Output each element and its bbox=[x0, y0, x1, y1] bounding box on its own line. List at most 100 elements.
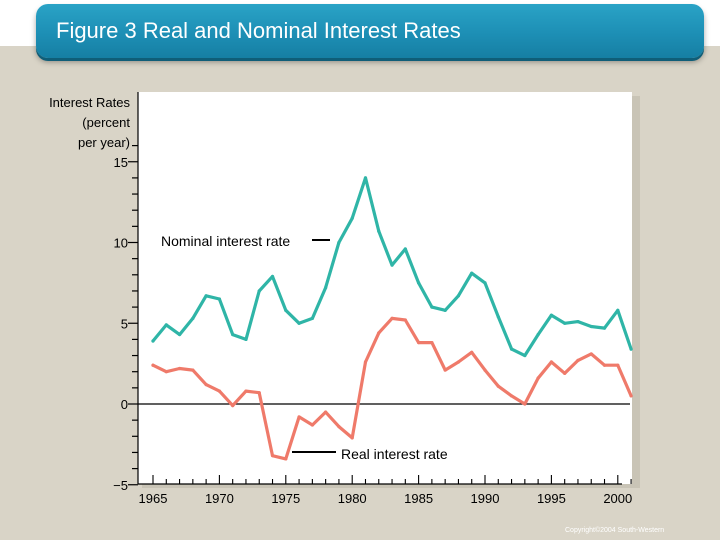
series-lines bbox=[151, 176, 633, 461]
real-rate-point bbox=[270, 454, 275, 458]
axes bbox=[128, 92, 632, 486]
nominal-rate-point bbox=[536, 332, 540, 337]
nominal-rate-point bbox=[616, 308, 620, 312]
nominal-rate-point bbox=[549, 313, 554, 317]
nominal-rate-point bbox=[337, 240, 341, 245]
nominal-rate-point bbox=[417, 281, 421, 285]
x-tick-label: 2000 bbox=[603, 491, 632, 506]
real-rate-point bbox=[602, 363, 607, 367]
real-rate-point bbox=[204, 383, 208, 387]
real-rate-point bbox=[350, 436, 354, 440]
real-rate-point bbox=[217, 389, 221, 393]
nominal-rate-point bbox=[350, 216, 354, 220]
real-rate-point bbox=[483, 368, 487, 372]
real-rate-point bbox=[337, 425, 341, 429]
real-rate-point bbox=[470, 350, 474, 354]
real-rate-point bbox=[456, 360, 461, 364]
real-rate-point bbox=[177, 366, 182, 371]
nominal-rate-point bbox=[496, 315, 500, 319]
nominal-rate-point bbox=[191, 316, 195, 321]
x-tick-label: 1990 bbox=[471, 491, 500, 506]
y-axis-label-line: Interest Rates bbox=[49, 95, 130, 110]
real-rate-point bbox=[244, 389, 248, 393]
real-rate-point bbox=[310, 423, 314, 427]
nominal-rate-point bbox=[284, 308, 288, 312]
x-tick-label: 1980 bbox=[338, 491, 367, 506]
nominal-rate-point bbox=[377, 229, 381, 233]
figure-title: Figure 3 Real and Nominal Interest Rates bbox=[56, 18, 461, 43]
nominal-rate-point bbox=[164, 323, 168, 327]
real-rate-point bbox=[496, 384, 500, 388]
real-rate-point bbox=[536, 376, 540, 380]
y-tick-label: 10 bbox=[114, 236, 128, 251]
real-rate-point bbox=[629, 394, 633, 398]
nominal-rate-point bbox=[509, 347, 514, 351]
chart-labels: 15 10 5 0 −5 Interest Rates (percent per year) 1… bbox=[49, 95, 632, 506]
nominal-rate-point bbox=[270, 274, 275, 279]
nominal-rate-point bbox=[563, 321, 567, 325]
real-rate-point bbox=[589, 352, 593, 356]
real-rate-point bbox=[576, 358, 580, 362]
nominal-rate-point bbox=[430, 305, 434, 309]
nominal-rate-point bbox=[602, 326, 607, 330]
x-tick-label: 1970 bbox=[205, 491, 234, 506]
nominal-rate-point bbox=[363, 176, 368, 180]
nominal-rate-point bbox=[297, 321, 301, 325]
nominal-rate-point bbox=[523, 353, 527, 358]
nominal-rate-point bbox=[390, 263, 394, 267]
nominal-rate-line bbox=[151, 176, 633, 358]
nominal-rate-point bbox=[629, 347, 633, 351]
real-rate-point bbox=[563, 371, 567, 375]
nominal-rate-point bbox=[217, 297, 221, 301]
nominal-rate-point bbox=[576, 320, 580, 324]
real-rate-point bbox=[430, 341, 434, 345]
real-rate-point bbox=[377, 331, 381, 335]
real-rate-line bbox=[151, 316, 633, 461]
real-rate-label: Real interest rate bbox=[341, 446, 448, 462]
nominal-rate-label: Nominal interest rate bbox=[161, 233, 290, 249]
real-rate-point bbox=[324, 410, 328, 414]
nominal-rate-point bbox=[589, 324, 593, 329]
real-rate-point bbox=[417, 341, 421, 345]
nominal-rate-point bbox=[470, 271, 474, 275]
x-tick-label: 1995 bbox=[537, 491, 566, 506]
nominal-rate-point bbox=[231, 332, 235, 337]
real-rate-point bbox=[390, 316, 394, 321]
plot-area bbox=[138, 92, 632, 484]
real-rate-point bbox=[509, 394, 514, 398]
real-rate-point bbox=[443, 368, 447, 372]
real-rate-point bbox=[297, 415, 301, 419]
real-rate-point bbox=[257, 391, 261, 395]
y-tick-label: 5 bbox=[121, 316, 128, 331]
y-tick-label: −5 bbox=[113, 478, 128, 493]
y-axis-label-line: per year) bbox=[78, 135, 130, 150]
x-tick-label: 1975 bbox=[271, 491, 300, 506]
nominal-rate-point bbox=[483, 281, 487, 285]
y-tick-label: 15 bbox=[114, 155, 128, 170]
x-tick-label: 1985 bbox=[404, 491, 433, 506]
real-rate-point bbox=[191, 368, 195, 372]
nominal-rate-point bbox=[257, 289, 261, 293]
real-rate-point bbox=[403, 318, 407, 322]
real-rate-point bbox=[523, 402, 527, 406]
nominal-rate-point bbox=[204, 294, 208, 298]
nominal-rate-point bbox=[403, 247, 407, 251]
copyright-notice: Copyright©2004 South-Western bbox=[565, 527, 665, 534]
nominal-rate-point bbox=[177, 332, 182, 337]
nominal-rate-point bbox=[443, 308, 447, 312]
real-rate-point bbox=[164, 370, 168, 374]
real-rate-point bbox=[231, 404, 235, 408]
nominal-rate-point bbox=[324, 286, 328, 290]
nominal-rate-point bbox=[310, 316, 314, 321]
nominal-rate-point bbox=[151, 339, 155, 343]
title-banner: Figure 3 Real and Nominal Interest Rates bbox=[36, 4, 704, 58]
real-rate-point bbox=[284, 457, 288, 461]
y-tick-label: 0 bbox=[121, 397, 128, 412]
real-rate-point bbox=[549, 360, 554, 364]
y-axis-label-line: (percent bbox=[82, 115, 130, 130]
real-rate-point bbox=[363, 360, 368, 364]
nominal-rate-point bbox=[244, 337, 248, 341]
real-rate-point bbox=[151, 363, 155, 367]
x-tick-label: 1965 bbox=[139, 491, 168, 506]
